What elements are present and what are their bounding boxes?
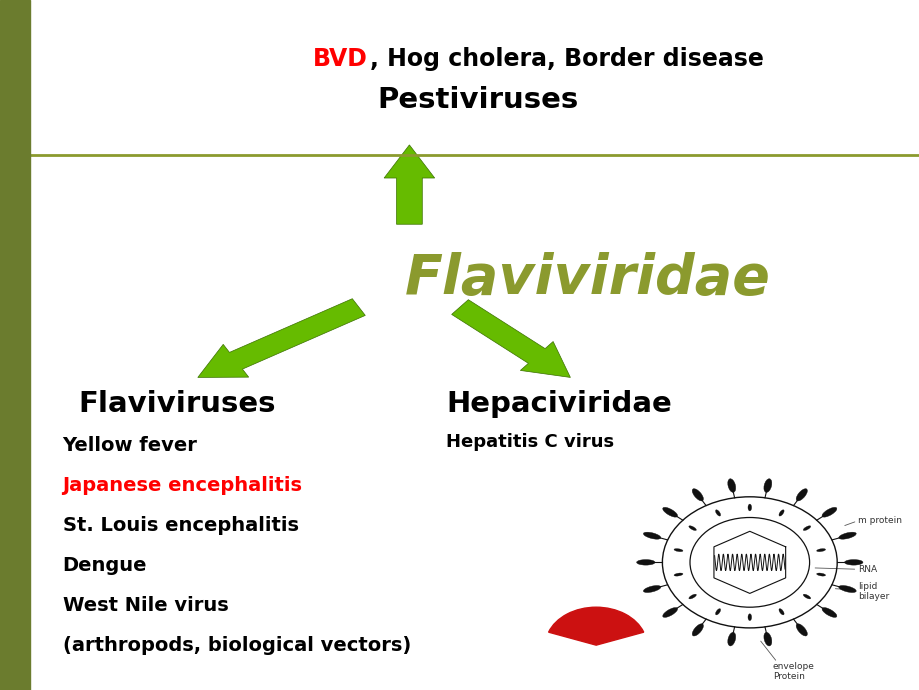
Ellipse shape	[674, 573, 682, 576]
Text: envelope: envelope	[772, 662, 814, 671]
Ellipse shape	[821, 608, 836, 618]
Text: BVD: BVD	[312, 47, 368, 70]
Text: , Hog cholera, Border disease: , Hog cholera, Border disease	[369, 47, 763, 70]
Ellipse shape	[642, 532, 660, 539]
Ellipse shape	[747, 614, 751, 621]
Ellipse shape	[838, 586, 856, 593]
Ellipse shape	[642, 586, 660, 593]
Ellipse shape	[715, 609, 720, 615]
Text: lipid: lipid	[857, 582, 877, 591]
Text: Protein: Protein	[772, 671, 804, 681]
Polygon shape	[198, 299, 365, 377]
Text: Yellow fever: Yellow fever	[62, 435, 198, 455]
Ellipse shape	[715, 510, 720, 516]
Text: (arthropods, biological vectors): (arthropods, biological vectors)	[62, 635, 411, 655]
Ellipse shape	[778, 510, 783, 516]
Ellipse shape	[816, 549, 824, 552]
Polygon shape	[451, 299, 570, 377]
Ellipse shape	[844, 560, 862, 565]
Text: Flaviviridae: Flaviviridae	[404, 253, 770, 306]
Ellipse shape	[795, 624, 807, 636]
Ellipse shape	[688, 526, 696, 531]
Ellipse shape	[795, 489, 807, 501]
Ellipse shape	[727, 479, 735, 493]
Ellipse shape	[821, 507, 836, 517]
Ellipse shape	[688, 594, 696, 599]
Wedge shape	[548, 607, 643, 645]
Ellipse shape	[838, 532, 856, 539]
Text: St. Louis encephalitis: St. Louis encephalitis	[62, 515, 299, 535]
Text: Pestiviruses: Pestiviruses	[378, 86, 578, 114]
Ellipse shape	[674, 549, 682, 552]
Ellipse shape	[662, 608, 677, 618]
Ellipse shape	[802, 594, 810, 599]
Bar	[0, 0, 30, 690]
Ellipse shape	[778, 609, 783, 615]
Ellipse shape	[636, 560, 654, 565]
Text: Hepaciviridae: Hepaciviridae	[446, 390, 671, 417]
Ellipse shape	[763, 479, 771, 493]
Polygon shape	[384, 145, 435, 224]
Text: RNA: RNA	[857, 564, 877, 574]
Text: Japanese encephalitis: Japanese encephalitis	[62, 475, 302, 495]
Text: m protein: m protein	[857, 516, 902, 526]
Ellipse shape	[727, 632, 735, 646]
Text: bilayer: bilayer	[857, 592, 889, 602]
Ellipse shape	[747, 504, 751, 511]
Ellipse shape	[691, 624, 703, 636]
Ellipse shape	[662, 507, 677, 517]
Text: Hepatitis C virus: Hepatitis C virus	[446, 433, 614, 451]
Ellipse shape	[816, 573, 824, 576]
Ellipse shape	[802, 526, 810, 531]
Ellipse shape	[763, 632, 771, 646]
Text: Flaviviruses: Flaviviruses	[78, 390, 276, 417]
Ellipse shape	[691, 489, 703, 501]
Text: West Nile virus: West Nile virus	[62, 595, 228, 615]
Text: Dengue: Dengue	[62, 555, 147, 575]
